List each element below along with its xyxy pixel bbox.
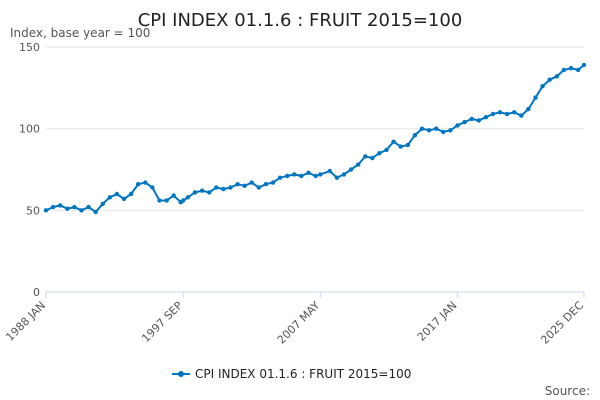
series-layer: [43, 62, 587, 215]
series-point[interactable]: [434, 126, 439, 131]
y-axis-ticks: 0 50 100 150: [19, 41, 40, 299]
series-point[interactable]: [107, 195, 113, 200]
series-point[interactable]: [93, 209, 98, 215]
series-point[interactable]: [136, 182, 141, 187]
series-point[interactable]: [114, 191, 120, 197]
source-credit[interactable]: Source:: [545, 384, 590, 398]
series-point[interactable]: [221, 186, 226, 192]
y-tick-label: 0: [33, 286, 40, 299]
series-point[interactable]: [348, 167, 354, 172]
series-point[interactable]: [533, 95, 538, 100]
series-point[interactable]: [277, 175, 283, 180]
series-point[interactable]: [398, 144, 403, 149]
series-point[interactable]: [86, 204, 91, 210]
series-point[interactable]: [270, 180, 276, 185]
series-point[interactable]: [512, 110, 517, 115]
grid-lines: [46, 46, 584, 293]
series-point[interactable]: [249, 180, 254, 185]
series-point[interactable]: [143, 180, 148, 185]
series-point[interactable]: [214, 185, 219, 190]
series-point[interactable]: [377, 151, 382, 156]
series-point[interactable]: [313, 173, 318, 179]
x-tick-label: 2007 MAY: [275, 299, 323, 347]
series-point[interactable]: [341, 172, 347, 177]
x-tick-label: 2025 DEC: [538, 299, 586, 347]
x-tick-label: 1997 SEP: [139, 299, 185, 345]
series-point[interactable]: [561, 67, 567, 73]
series-point[interactable]: [554, 74, 559, 79]
series-point[interactable]: [490, 111, 496, 117]
series-point[interactable]: [199, 188, 205, 193]
series-point[interactable]: [72, 204, 77, 210]
legend[interactable]: CPI INDEX 01.1.6 : FRUIT 2015=100: [172, 367, 411, 381]
series-point[interactable]: [235, 182, 240, 187]
x-tick-label: 2017 JAN: [415, 299, 460, 344]
series-point[interactable]: [318, 172, 323, 177]
series-point[interactable]: [121, 196, 127, 202]
chart-title: CPI INDEX 01.1.6 : FRUIT 2015=100: [138, 10, 463, 31]
x-tick-label: 1988 JAN: [3, 299, 48, 344]
series-point[interactable]: [412, 133, 418, 138]
series-point[interactable]: [384, 147, 389, 153]
series-point[interactable]: [164, 198, 169, 203]
series-point[interactable]: [43, 208, 49, 213]
chart-subtitle: Index, base year = 100: [10, 26, 150, 40]
series-point[interactable]: [441, 129, 446, 135]
y-tick-label: 150: [19, 41, 40, 54]
series-point[interactable]: [581, 62, 587, 68]
series-point[interactable]: [547, 77, 552, 82]
series-point[interactable]: [128, 191, 134, 197]
series-point[interactable]: [185, 195, 191, 200]
series-point[interactable]: [426, 128, 432, 133]
series-point[interactable]: [299, 173, 304, 179]
y-tick-label: 100: [19, 123, 40, 136]
series-point[interactable]: [171, 193, 176, 198]
series-point[interactable]: [181, 198, 186, 203]
series-point[interactable]: [292, 172, 297, 177]
legend-series-label: CPI INDEX 01.1.6 : FRUIT 2015=100: [195, 367, 411, 381]
series-point[interactable]: [363, 154, 368, 159]
series-point[interactable]: [242, 183, 247, 188]
series-point[interactable]: [504, 111, 510, 117]
series-point[interactable]: [462, 119, 467, 125]
series-line[interactable]: [45, 64, 585, 213]
series-point[interactable]: [334, 175, 340, 180]
series-point[interactable]: [469, 116, 474, 122]
series-point[interactable]: [207, 190, 212, 195]
series-point[interactable]: [519, 113, 524, 118]
series-point[interactable]: [150, 185, 155, 190]
series-point[interactable]: [65, 206, 70, 211]
series-point[interactable]: [306, 170, 311, 175]
series-point[interactable]: [356, 162, 361, 167]
x-axis: 1988 JAN 1997 SEP 2007 MAY 2017 JAN 2025 DEC: [3, 291, 586, 347]
series-point[interactable]: [192, 190, 198, 195]
series-point[interactable]: [497, 110, 503, 115]
series-point[interactable]: [157, 198, 162, 203]
series-point[interactable]: [256, 185, 261, 190]
series-point[interactable]: [483, 115, 489, 120]
series-point[interactable]: [526, 106, 531, 112]
series-point[interactable]: [391, 139, 396, 144]
series-point[interactable]: [455, 123, 460, 128]
series-point[interactable]: [79, 208, 84, 213]
series-point[interactable]: [370, 155, 375, 161]
series-point[interactable]: [448, 128, 453, 133]
y-tick-label: 50: [26, 204, 40, 217]
series-point[interactable]: [327, 168, 332, 174]
series-point[interactable]: [405, 142, 410, 148]
series-point[interactable]: [263, 182, 269, 187]
series-point[interactable]: [419, 126, 425, 131]
series-point[interactable]: [476, 118, 481, 123]
series-point[interactable]: [50, 204, 56, 210]
series-point[interactable]: [58, 203, 63, 208]
series-point[interactable]: [568, 66, 574, 71]
series-point[interactable]: [285, 173, 290, 179]
series-point[interactable]: [228, 185, 233, 190]
series-point[interactable]: [540, 84, 545, 89]
legend-series-marker: [178, 371, 184, 377]
series-point[interactable]: [575, 67, 581, 73]
series-point[interactable]: [100, 201, 106, 206]
